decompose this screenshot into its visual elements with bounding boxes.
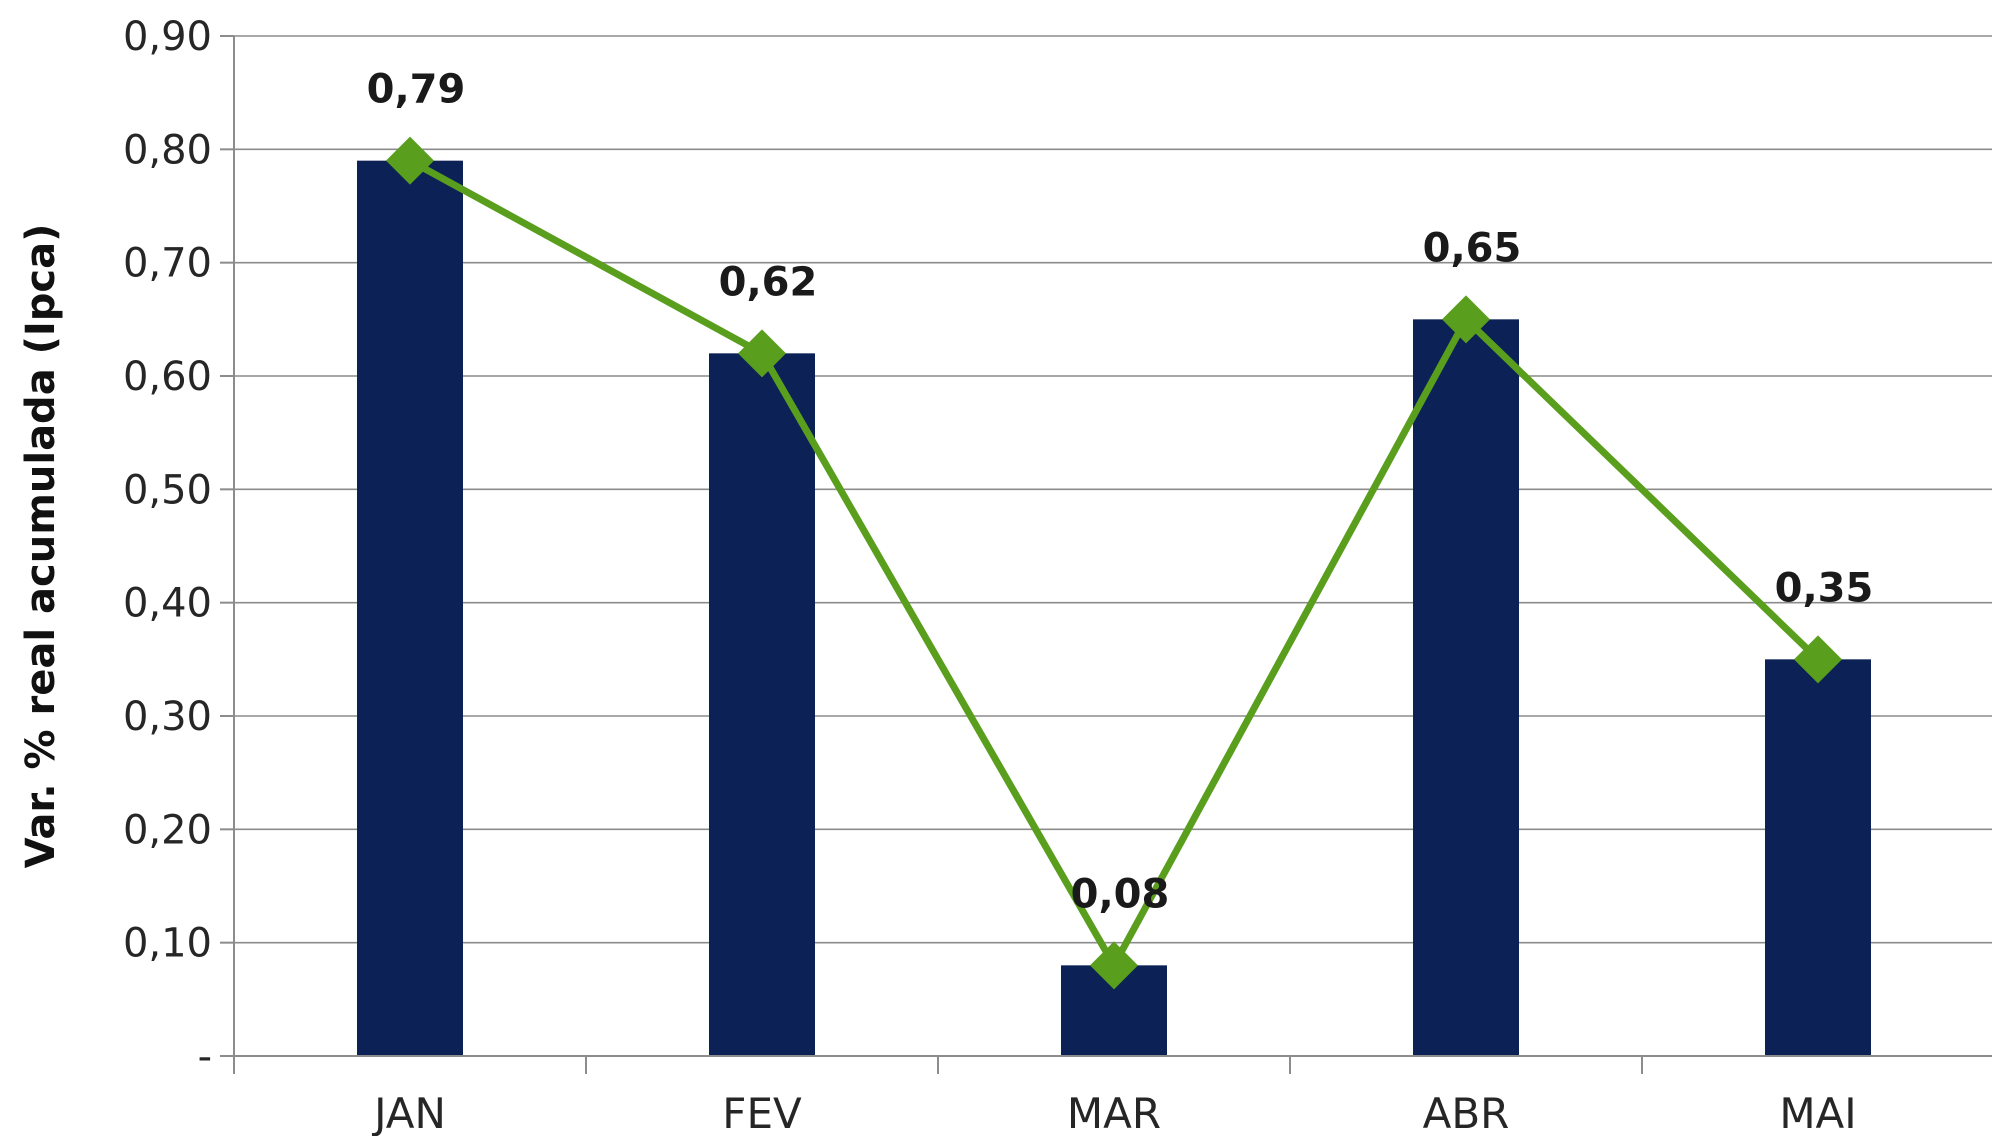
- y-tick-label: 0,10: [123, 921, 212, 967]
- labels-layer: JAN FEV MAR ABR MAI 0,79 0,62 0,08 0,65 0,35: [367, 67, 1874, 1138]
- line-marker-mar: [1090, 941, 1138, 990]
- y-tick-label: 0,30: [123, 694, 212, 740]
- y-axis-title: Var. % real acumulada (Ipca): [18, 224, 64, 869]
- grid-layer: [234, 35, 1992, 944]
- line-marker-jan: [386, 136, 434, 185]
- bar-jan: [357, 160, 463, 1056]
- line-series: [408, 157, 1821, 969]
- y-tick-label: 0,50: [123, 467, 212, 513]
- line-layer: [386, 136, 1842, 990]
- data-label-mai: 0,35: [1775, 565, 1874, 611]
- y-tick-label: 0,20: [123, 807, 212, 853]
- line-marker-fev: [738, 329, 786, 378]
- x-category-label: MAR: [1067, 1089, 1161, 1136]
- y-tick-label: -: [198, 1034, 212, 1080]
- data-label-fev: 0,62: [719, 259, 818, 305]
- y-tick-label: 0,60: [123, 354, 212, 400]
- x-category-label: MAI: [1779, 1089, 1856, 1136]
- axis-layer: - 0,10 0,20 0,30 0,40 0,50 0,60 0,70 0,80 0,90: [123, 14, 1992, 1080]
- bar-abr: [1413, 319, 1519, 1056]
- bars-layer: [357, 160, 1871, 1056]
- data-label-jan: 0,79: [367, 67, 466, 113]
- line-marker-mai: [1794, 635, 1842, 684]
- bar-mai: [1765, 659, 1871, 1056]
- x-category-label: ABR: [1423, 1089, 1510, 1136]
- data-label-mar: 0,08: [1071, 871, 1170, 917]
- line-marker-abr: [1442, 295, 1490, 344]
- y-tick-label: 0,70: [123, 241, 212, 287]
- y-tick-label: 0,40: [123, 581, 212, 627]
- x-category-label: FEV: [722, 1089, 802, 1136]
- y-tick-label: 0,80: [123, 127, 212, 173]
- bar-fev: [709, 353, 815, 1056]
- data-label-abr: 0,65: [1423, 225, 1522, 271]
- y-tick-label: 0,90: [123, 14, 212, 60]
- x-category-label: JAN: [371, 1089, 446, 1136]
